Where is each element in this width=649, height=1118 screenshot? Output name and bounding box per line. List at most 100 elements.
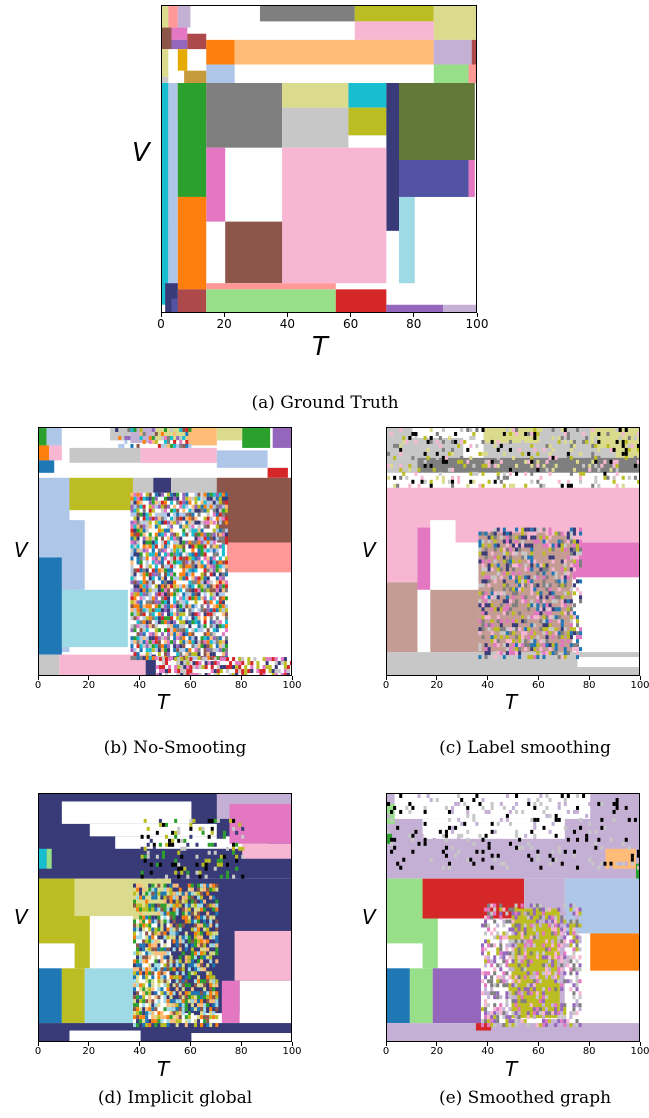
- heatmap-cell: [222, 665, 226, 670]
- heatmap-cell: [193, 935, 197, 940]
- heatmap-cell: [545, 813, 549, 818]
- heatmap-cell: [151, 983, 155, 988]
- heatmap-cell: [496, 639, 500, 644]
- heatmap-cell: [197, 620, 201, 625]
- heatmap-cell: [511, 999, 515, 1004]
- heatmap-cell: [188, 552, 192, 557]
- heatmap-cell: [511, 567, 516, 572]
- heatmap-cell: [532, 967, 536, 972]
- heatmap-cell: [154, 1015, 158, 1020]
- heatmap-cell: [536, 575, 540, 580]
- heatmap-cell: [166, 1019, 170, 1024]
- heatmap-cell: [198, 870, 202, 875]
- heatmap-cell: [157, 891, 161, 896]
- heatmap-cell: [393, 837, 397, 842]
- heatmap-cell: [184, 943, 188, 948]
- heatmap-cell: [414, 431, 418, 436]
- heatmap-cell: [203, 576, 207, 581]
- heatmap-cell: [542, 639, 546, 644]
- heatmap-cell: [544, 955, 549, 960]
- heatmap-cell: [181, 1003, 185, 1008]
- heatmap-cell: [206, 608, 210, 613]
- heatmap-cell: [274, 669, 278, 674]
- heatmap-cell: [130, 548, 134, 553]
- heatmap-cell: [182, 548, 186, 553]
- heatmap-cell: [174, 870, 178, 875]
- heatmap-cell: [161, 850, 165, 855]
- heatmap-cell: [184, 975, 188, 980]
- heatmap-cell: [154, 500, 158, 505]
- heatmap-cell: [155, 854, 159, 859]
- heatmap-cell: [212, 608, 216, 613]
- heatmap-cell: [515, 794, 519, 798]
- heatmap-cell: [579, 595, 583, 600]
- heatmap-cell: [142, 548, 146, 553]
- heatmap-cell: [175, 927, 179, 932]
- heatmap-cell: [524, 643, 528, 648]
- heatmap-cell: [548, 1019, 552, 1024]
- heatmap-cell: [572, 547, 576, 552]
- heatmap-cell: [524, 459, 528, 464]
- heatmap-cell: [221, 596, 225, 601]
- heatmap-cell: [154, 564, 158, 569]
- heatmap-cell: [548, 861, 552, 866]
- heatmap-cell: [541, 943, 545, 948]
- heatmap-cell: [139, 899, 143, 904]
- heatmap-cell: [496, 983, 500, 988]
- heatmap-cell: [280, 673, 284, 675]
- heatmap-cell: [481, 439, 485, 444]
- heatmap-cell: [175, 975, 179, 980]
- heatmap-cell: [175, 907, 179, 912]
- heatmap-cell: [168, 657, 172, 662]
- heatmap-cell: [554, 428, 558, 432]
- heatmap-cell: [142, 516, 146, 521]
- heatmap-cell: [408, 483, 412, 488]
- heatmap-cell: [274, 665, 278, 670]
- heatmap-cell: [215, 943, 219, 948]
- heatmap-cell: [185, 516, 189, 521]
- heatmap-cell: [130, 504, 134, 509]
- heatmap-cell: [196, 883, 201, 888]
- heatmap-cell: [402, 471, 406, 476]
- heatmap-cell: [520, 995, 524, 1000]
- heatmap-cell: [529, 915, 533, 920]
- heatmap-cell: [267, 467, 288, 478]
- x-tick-label: 0: [34, 1046, 42, 1057]
- x-tick-mark: [639, 676, 641, 680]
- heatmap-cell: [136, 516, 140, 521]
- heatmap-cell: [157, 600, 161, 605]
- heatmap-cell: [188, 428, 192, 432]
- heatmap-cell: [163, 528, 168, 533]
- heatmap-cell: [177, 850, 181, 855]
- heatmap-cell: [417, 483, 421, 488]
- heatmap-cell: [189, 657, 193, 662]
- heatmap-cell: [201, 830, 205, 835]
- heatmap-cell: [143, 818, 147, 823]
- heatmap-cell: [225, 657, 229, 662]
- heatmap-cell: [167, 540, 171, 545]
- heatmap-cell: [139, 528, 143, 533]
- heatmap-cell: [563, 797, 567, 802]
- heatmap-cell: [206, 991, 210, 996]
- heatmap-cell: [548, 587, 552, 592]
- heatmap-cell: [206, 927, 210, 932]
- heatmap-cell: [142, 620, 146, 625]
- heatmap-cell: [200, 588, 204, 593]
- heatmap-canvas: [162, 6, 476, 312]
- heatmap-cell: [206, 492, 210, 497]
- heatmap-cell: [167, 628, 171, 633]
- heatmap-cell: [203, 883, 207, 888]
- heatmap-cell: [527, 559, 531, 564]
- heatmap-cell: [554, 971, 558, 976]
- heatmap-cell: [591, 428, 595, 432]
- heatmap-cell: [194, 564, 198, 569]
- heatmap-cell: [160, 576, 164, 581]
- heatmap-cell: [151, 632, 155, 637]
- heatmap-cell: [408, 809, 412, 814]
- heatmap-cell: [481, 635, 485, 640]
- y-axis-label: V: [14, 905, 28, 929]
- heatmap-cell: [193, 971, 197, 976]
- heatmap-cell: [209, 572, 213, 577]
- heatmap-cell: [157, 492, 161, 497]
- heatmap-cell: [530, 471, 534, 476]
